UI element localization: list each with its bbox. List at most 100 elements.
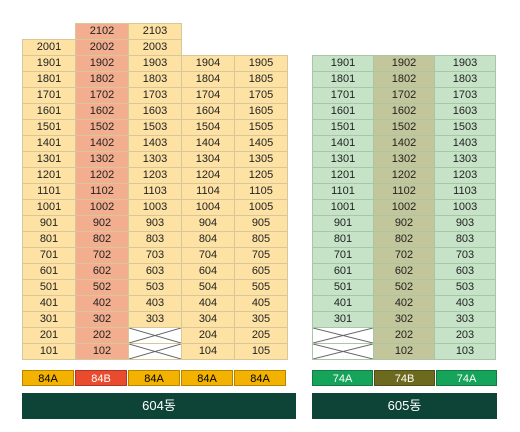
b604-unit-cell: 401 [22, 295, 76, 312]
b605-no-unit-cell [312, 327, 374, 344]
b604-unit-cell: 1001 [22, 199, 76, 216]
b604-floor-row: 2102 2103 [23, 23, 288, 40]
b605-unit-cell: 1101 [312, 183, 374, 200]
b605-unit-cell: 1202 [373, 167, 435, 184]
b605-unit-cell: 202 [373, 327, 435, 344]
b605-floor-row: 801 802 803 [312, 231, 496, 248]
b604-type-84a-badge: 84A [181, 370, 233, 386]
b604-unit-cell: 1204 [181, 167, 235, 184]
b604-unit-cell: 2001 [22, 39, 76, 56]
b604-floor-row: 1601 1602 1603 1604 1605 [22, 103, 288, 120]
b604-unit-cell: 1603 [128, 103, 182, 120]
b605-floor-row: 401 402 403 [312, 295, 496, 312]
b605-no-unit-cell [312, 343, 374, 360]
b605-floor-row: 601 602 603 [312, 263, 496, 280]
b604-unit-cell: 502 [75, 279, 129, 296]
b604-unit-cell: 2003 [128, 39, 182, 56]
b605-unit-cell: 701 [312, 247, 374, 264]
b604-floor-row: 1801 1802 1803 1804 1805 [22, 71, 288, 88]
b604-unit-cell: 1005 [234, 199, 288, 216]
b604-unit-cell: 1201 [22, 167, 76, 184]
b604-unit-cell: 1104 [181, 183, 235, 200]
b605-unit-cell: 1002 [373, 199, 435, 216]
b604-unit-cell: 2102 [75, 23, 129, 40]
b604-unit-cell: 1103 [128, 183, 182, 200]
b604-floor-row: 901 902 903 904 905 [22, 215, 288, 232]
b605-unit-cell: 602 [373, 263, 435, 280]
b604-unit-cell: 803 [128, 231, 182, 248]
b605-unit-cell: 1003 [434, 199, 496, 216]
b604-unit-cell: 1402 [75, 135, 129, 152]
b605-unit-cell: 903 [434, 215, 496, 232]
b605-unit-cell: 1001 [312, 199, 374, 216]
b604-unit-cell: 503 [128, 279, 182, 296]
b604-unit-cell: 1903 [128, 55, 182, 72]
b605-unit-cell: 503 [434, 279, 496, 296]
building-604-label: 604동 [22, 393, 296, 419]
b605-unit-cell: 1901 [312, 55, 374, 72]
b605-floor-row: 1801 1802 1803 [312, 71, 496, 88]
b605-unit-cell: 402 [373, 295, 435, 312]
b604-unit-cell: 1301 [22, 151, 76, 168]
b604-unit-cell: 901 [22, 215, 76, 232]
b605-unit-cell: 1403 [434, 135, 496, 152]
b604-unit-cell: 1004 [181, 199, 235, 216]
b604-unit-cell: 805 [234, 231, 288, 248]
b605-unit-cell: 303 [434, 311, 496, 328]
b604-floor-row: 1501 1502 1503 1504 1505 [22, 119, 288, 136]
b604-unit-cell: 603 [128, 263, 182, 280]
b605-floor-row: 1301 1302 1303 [312, 151, 496, 168]
b605-floor-row: 301 302 303 [312, 311, 496, 328]
b604-unit-cell: 301 [22, 311, 76, 328]
b605-unit-cell: 902 [373, 215, 435, 232]
b604-unit-cell: 1504 [181, 119, 235, 136]
b604-floor-row: 1701 1702 1703 1704 1705 [22, 87, 288, 104]
b604-unit-cell: 1403 [128, 135, 182, 152]
b605-unit-cell: 103 [434, 343, 496, 360]
b605-type-74a-badge: 74A [312, 370, 373, 386]
b604-no-unit-cell [128, 343, 182, 360]
building-605-label: 605동 [312, 393, 497, 419]
b605-unit-cell: 401 [312, 295, 374, 312]
b604-unit-cell: 602 [75, 263, 129, 280]
b604-unit-cell: 1901 [22, 55, 76, 72]
b604-unit-cell: 1101 [22, 183, 76, 200]
b604-unit-cell: 1805 [234, 71, 288, 88]
b604-floor-row: 1001 1002 1003 1004 1005 [22, 199, 288, 216]
b604-unit-cell: 1705 [234, 87, 288, 104]
b604-unit-cell: 1802 [75, 71, 129, 88]
b604-unit-cell: 1304 [181, 151, 235, 168]
b604-unit-cell: 1704 [181, 87, 235, 104]
b604-unit-cell: 702 [75, 247, 129, 264]
b604-unit-cell: 504 [181, 279, 235, 296]
b605-unit-cell: 403 [434, 295, 496, 312]
b604-unit-cell: 804 [181, 231, 235, 248]
b605-floor-row: 1001 1002 1003 [312, 199, 496, 216]
b605-unit-cell: 301 [312, 311, 374, 328]
b604-unit-cell: 405 [234, 295, 288, 312]
b604-unit-cell: 1401 [22, 135, 76, 152]
b605-unit-cell: 1401 [312, 135, 374, 152]
b605-floor-row: 901 902 903 [312, 215, 496, 232]
b605-unit-cell: 1903 [434, 55, 496, 72]
b605-unit-cell: 302 [373, 311, 435, 328]
b604-unit-cell: 705 [234, 247, 288, 264]
b604-unit-cell: 1303 [128, 151, 182, 168]
b605-unit-cell: 1201 [312, 167, 374, 184]
b605-unit-cell: 501 [312, 279, 374, 296]
b604-unit-cell: 305 [234, 311, 288, 328]
b605-floor-row: 1501 1502 1503 [312, 119, 496, 136]
b604-unit-cell: 201 [22, 327, 76, 344]
b605-unit-cell: 1203 [434, 167, 496, 184]
b604-unit-cell: 904 [181, 215, 235, 232]
b605-floor-row: 1901 1902 1903 [312, 55, 496, 72]
b604-unit-cell: 105 [234, 343, 288, 360]
building-604-unit-grid: 2102 2103 2001 2002 2003 1901 1902 1903 1904 1905… [22, 23, 288, 360]
b604-type-84b-badge: 84B [75, 370, 127, 386]
b604-floor-row: 801 802 803 804 805 [22, 231, 288, 248]
b604-no-unit-cell [128, 327, 182, 344]
b604-empty-cell [235, 40, 288, 56]
b604-empty-cell [23, 24, 76, 40]
b605-unit-cell: 1301 [312, 151, 374, 168]
b605-floor-row: 1101 1102 1103 [312, 183, 496, 200]
